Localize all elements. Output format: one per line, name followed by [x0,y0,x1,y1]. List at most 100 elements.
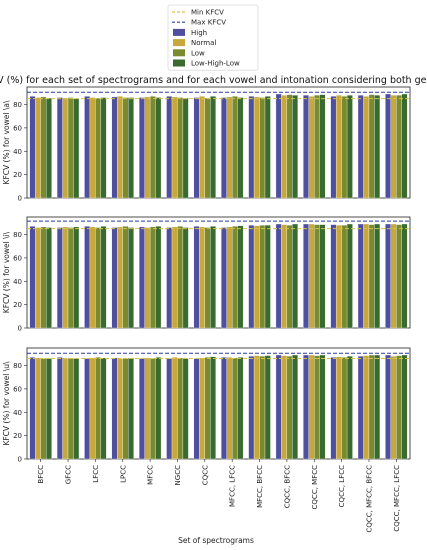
bar [73,226,80,329]
bar [166,227,173,329]
bar [319,224,326,329]
bar [29,357,36,460]
legend-swatch [173,49,185,57]
bar [199,226,205,329]
bar [204,97,211,199]
bar [308,96,315,199]
bar [286,94,293,199]
x-tick-label: LPCC [119,465,127,483]
bar [139,97,145,199]
y-tick-label: 60 [13,385,22,393]
bar [226,226,233,329]
bar [89,226,96,329]
bar [166,96,173,199]
bar [155,97,162,199]
bar [155,357,162,460]
y-axis-label: KFCV (%) for vowel \i\ [2,231,11,313]
bar [89,357,96,460]
bar [40,358,47,460]
bar [248,96,255,199]
bar [259,356,266,460]
bar [56,227,63,329]
x-tick-label: CQCC, MFCC, LFCC [393,465,401,532]
bar [396,95,402,199]
bar [73,358,80,460]
bar [226,96,233,199]
bar [221,97,227,199]
legend-label: Max KFCV [191,19,226,27]
bar [319,94,326,199]
legend-box [167,4,259,71]
bar [62,97,69,199]
bar [111,96,118,199]
bar [335,356,342,460]
bar [286,356,293,460]
bar [401,223,408,329]
y-axis-label: KFCV (%) for vowel \u\ [2,361,11,446]
bar [346,223,353,329]
y-tick-label: 80 [13,362,22,370]
chart-title: KFCV (%) for each set of spectrograms an… [0,75,427,86]
bar [46,358,52,460]
bar [335,95,342,199]
bar [149,226,156,329]
bar [237,225,244,329]
x-tick-label: BFCC [37,465,45,484]
bar [335,225,342,329]
bar [182,227,189,329]
legend-label: Low-High-Low [191,60,240,68]
bar [149,96,156,199]
bar [128,97,134,199]
bar [385,93,391,199]
legend-label: Normal [191,39,216,47]
bar [303,354,309,460]
x-tick-label: CQCC, LFCC [338,465,346,507]
bar [62,358,69,460]
bar [29,96,36,199]
bar [237,97,244,199]
y-tick-label: 80 [13,101,22,109]
x-tick-labels: BFCC GFCC LFCC LPCC MFCC NGCC CQCC MFCC, LFCC MF… [37,459,401,533]
bar [122,97,129,199]
x-axis-label: Set of spectrograms [178,536,254,545]
bar [117,226,123,329]
bar [84,358,91,460]
y-tick-label: 80 [13,231,22,239]
y-tick-label: 0 [18,325,22,333]
legend-label: Min KFCV [191,9,224,17]
bar [292,223,298,329]
bar [117,96,123,199]
bar [84,226,91,329]
bar [204,227,211,329]
y-tick-label: 20 [13,171,22,179]
x-tick-label: MFCC [147,465,155,485]
bar [100,226,107,329]
x-tick-label: LFCC [92,465,100,483]
bar [177,97,184,199]
bar [368,94,375,199]
bar [374,95,381,199]
bar [89,97,96,199]
bar [128,357,134,460]
y-tick-label: 20 [13,432,22,440]
bar [303,95,309,199]
bar [374,354,381,460]
legend-label: Low [191,49,205,57]
bar [232,357,238,460]
bar [177,226,184,329]
bar [264,225,271,329]
bar [248,225,255,329]
bar [204,357,211,460]
bar [314,95,320,199]
legend-swatch [173,39,185,47]
y-tick-label: 40 [13,409,22,417]
bar [357,356,364,460]
x-tick-label: GFCC [65,465,73,484]
bar [346,95,353,199]
bar [237,357,244,460]
legend-swatch [173,28,185,36]
bar [29,226,36,329]
